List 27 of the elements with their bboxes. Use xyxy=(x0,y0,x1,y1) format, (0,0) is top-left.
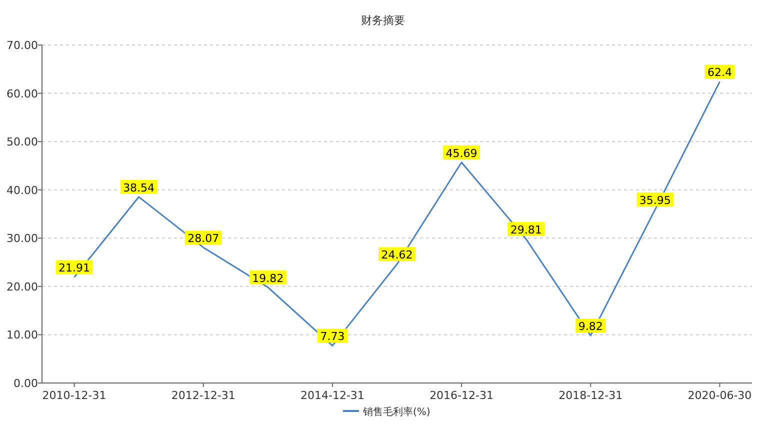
x-tick-label: 2018-12-31 xyxy=(558,389,623,402)
data-label: 38.54 xyxy=(123,181,155,194)
y-tick-label: 70.00 xyxy=(6,39,38,52)
y-tick-label: 40.00 xyxy=(6,184,38,197)
y-tick-label: 30.00 xyxy=(6,232,38,246)
data-label: 24.62 xyxy=(381,248,413,262)
data-label: 29.81 xyxy=(510,224,542,237)
data-label: 9.82 xyxy=(578,320,603,334)
x-tick-label: 2016-12-31 xyxy=(430,389,494,402)
x-tick-label: 2014-12-31 xyxy=(300,389,364,402)
x-tick-label: 2010-12-31 xyxy=(42,389,106,402)
y-tick-label: 10.00 xyxy=(6,328,38,342)
data-label: 7.73 xyxy=(320,330,345,344)
data-label: 45.69 xyxy=(446,146,478,160)
data-label: 19.82 xyxy=(252,272,284,285)
y-tick-label: 60.00 xyxy=(6,87,38,100)
legend-label: 销售毛利率(%) xyxy=(362,406,430,418)
data-label: 62.4 xyxy=(707,66,732,80)
chart-title: 财务摘要 xyxy=(361,14,405,27)
data-label: 21.91 xyxy=(58,262,90,275)
data-label: 28.07 xyxy=(188,232,220,245)
data-label: 35.95 xyxy=(639,194,671,207)
y-tick-label: 0.00 xyxy=(14,377,38,390)
y-tick-label: 50.00 xyxy=(6,136,38,149)
y-tick-label: 20.00 xyxy=(6,280,38,294)
x-tick-label: 2012-12-31 xyxy=(171,389,236,402)
x-tick-label: 2020-06-30 xyxy=(688,389,752,402)
